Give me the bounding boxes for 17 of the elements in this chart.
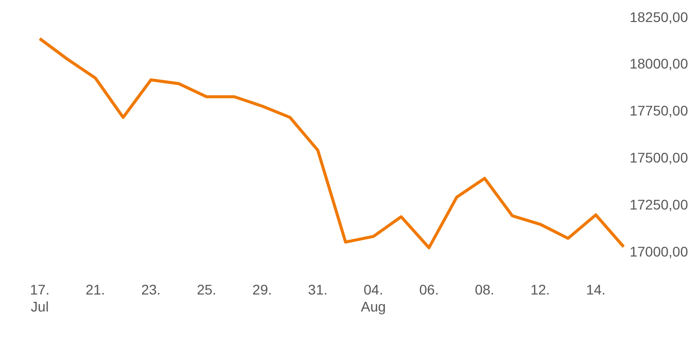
y-tick-label: 18000,00 [630,56,688,72]
y-tick-label: 17750,00 [630,102,688,119]
x-tick-label: 25. [196,282,216,298]
x-tick-label: 17. Jul [30,282,50,314]
x-tick-label: 08. [474,282,494,298]
x-tick-label: 06. [419,282,439,298]
x-tick-label: 12. [530,282,550,298]
x-tick-label: 21. [86,282,106,298]
x-tick-label: 29. [252,282,272,298]
y-tick-label: 17250,00 [630,196,688,212]
y-tick-label: 18250,00 [630,8,688,25]
x-tick-label: 04. Aug [360,282,386,314]
x-tick-label: 23. [141,282,161,298]
x-tick-label: 31. [308,282,328,298]
x-tick-label: 14. [586,282,606,298]
y-tick-label: 17000,00 [630,243,688,260]
y-tick-label: 17500,00 [630,150,688,166]
